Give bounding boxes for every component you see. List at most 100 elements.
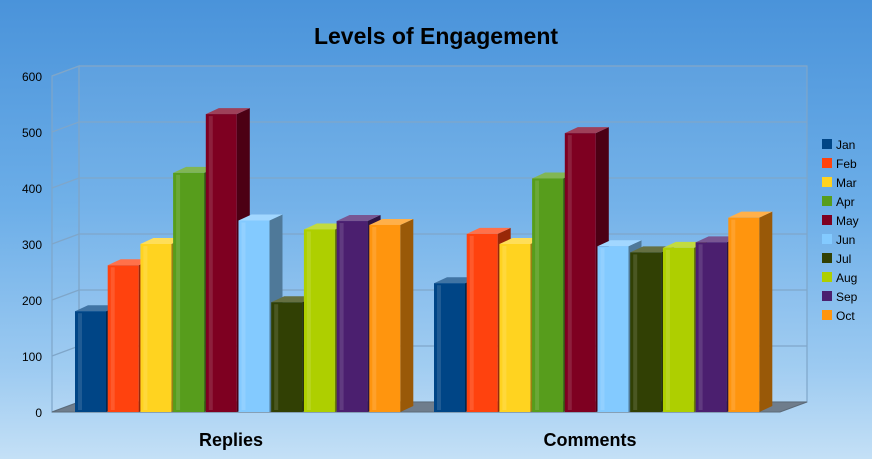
- bar: [728, 211, 773, 412]
- gridline: [51, 345, 80, 357]
- gridline: [51, 177, 80, 189]
- bar-highlight: [535, 180, 540, 410]
- bar-side: [759, 211, 773, 412]
- legend-item: Jun: [822, 233, 855, 247]
- bar-highlight: [143, 246, 148, 410]
- legend-item: Aug: [822, 271, 857, 285]
- legend-swatch: [822, 158, 832, 168]
- legend-item: Sep: [822, 290, 858, 304]
- bar-highlight: [208, 116, 213, 410]
- bar-front: [369, 224, 401, 412]
- x-category-label: Comments: [543, 430, 636, 450]
- legend-item: May: [822, 214, 859, 228]
- legend-label: Jan: [836, 138, 855, 152]
- bar-top: [238, 214, 283, 221]
- legend-item: Apr: [822, 195, 855, 209]
- bar-front: [107, 265, 139, 412]
- bar-highlight: [110, 267, 115, 410]
- y-tick-label: 200: [22, 294, 42, 308]
- legend-label: Oct: [836, 309, 855, 323]
- bar-highlight: [665, 249, 670, 410]
- legend-swatch: [822, 234, 832, 244]
- bar-front: [695, 242, 727, 412]
- bar-front: [75, 311, 106, 412]
- legend-swatch: [822, 215, 832, 225]
- gridline: [51, 233, 80, 245]
- legend-label: Sep: [836, 290, 858, 304]
- legend-label: May: [836, 214, 859, 228]
- y-tick-label: 100: [22, 350, 42, 364]
- legend-label: Aug: [836, 271, 857, 285]
- bar-front: [597, 246, 629, 412]
- y-tick-label: 0: [35, 406, 42, 420]
- bar-highlight: [372, 226, 377, 410]
- bar-front: [728, 217, 760, 412]
- bar: [369, 218, 414, 412]
- bar-top: [466, 227, 511, 234]
- bar-highlight: [339, 223, 344, 410]
- bar-highlight: [731, 219, 736, 410]
- bar-front: [271, 302, 303, 412]
- bar-top: [564, 127, 609, 134]
- bar-front: [466, 233, 498, 412]
- bar-front: [205, 114, 237, 412]
- bar-highlight: [469, 235, 474, 410]
- bar-highlight: [633, 254, 638, 410]
- legend-swatch: [822, 196, 832, 206]
- bar-highlight: [78, 313, 82, 410]
- bar-front: [564, 133, 596, 412]
- bar-top: [205, 108, 250, 115]
- legend-swatch: [822, 272, 832, 282]
- y-tick-label: 600: [22, 70, 42, 84]
- gridline: [51, 121, 80, 133]
- bar-front: [532, 178, 564, 412]
- bar-front: [499, 244, 531, 412]
- bar-top: [369, 218, 414, 225]
- gridline: [51, 65, 80, 77]
- legend-item: Jan: [822, 138, 855, 152]
- bar-front: [662, 247, 694, 412]
- legend-item: Feb: [822, 157, 857, 171]
- bar-highlight: [502, 246, 507, 410]
- bar-front: [173, 172, 205, 412]
- legend: Jan Feb Mar Apr May Jun Jul Aug Sep Oct: [822, 138, 859, 323]
- gridline: [51, 289, 80, 301]
- bar-front: [336, 221, 368, 412]
- bar-highlight: [274, 304, 279, 410]
- y-tick-label: 400: [22, 182, 42, 196]
- bar-side: [400, 218, 414, 412]
- bar-top: [597, 240, 642, 247]
- bar-front: [434, 283, 465, 412]
- x-category-label: Replies: [199, 430, 263, 450]
- chart-title: Levels of Engagement: [314, 23, 558, 49]
- legend-label: Jul: [836, 252, 851, 266]
- y-tick-label: 500: [22, 126, 42, 140]
- y-axis-ticks: 0 100 200 300 400 500 600: [22, 70, 42, 420]
- legend-swatch: [822, 139, 832, 149]
- bar-highlight: [600, 248, 605, 410]
- bar-top: [336, 215, 381, 222]
- legend-label: Jun: [836, 233, 855, 247]
- legend-item: Jul: [822, 252, 851, 266]
- bar-front: [303, 229, 335, 412]
- legend-swatch: [822, 310, 832, 320]
- bar-highlight: [567, 135, 572, 410]
- legend-label: Mar: [836, 176, 857, 190]
- bar-front: [140, 244, 172, 412]
- legend-label: Apr: [836, 195, 855, 209]
- legend-item: Mar: [822, 176, 857, 190]
- bar-highlight: [306, 231, 311, 410]
- bars: [75, 108, 773, 413]
- bar-top: [728, 211, 773, 218]
- legend-swatch: [822, 177, 832, 187]
- bar-highlight: [698, 244, 703, 410]
- legend-item: Oct: [822, 309, 855, 323]
- legend-label: Feb: [836, 157, 857, 171]
- legend-swatch: [822, 253, 832, 263]
- bar-front: [238, 220, 270, 412]
- x-axis-categories: Replies Comments: [199, 430, 637, 450]
- bar-highlight: [437, 285, 441, 410]
- bar-highlight: [241, 222, 246, 410]
- bar-highlight: [176, 174, 181, 410]
